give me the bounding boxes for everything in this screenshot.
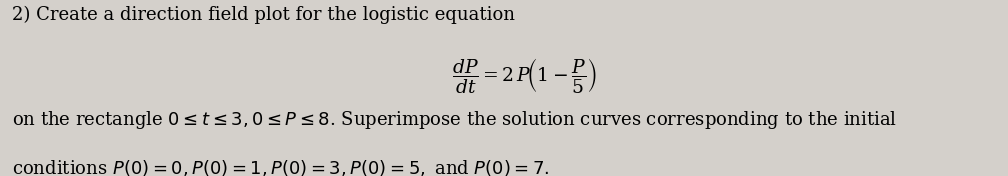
Text: on the rectangle $0 \leq t \leq 3, 0 \leq P \leq 8$. Superimpose the solution cu: on the rectangle $0 \leq t \leq 3, 0 \le…: [12, 109, 897, 131]
Text: 2) Create a direction field plot for the logistic equation: 2) Create a direction field plot for the…: [12, 5, 515, 24]
Text: $\dfrac{dP}{dt} = 2\,P\!\left(1 - \dfrac{P}{5}\right)$: $\dfrac{dP}{dt} = 2\,P\!\left(1 - \dfrac…: [452, 56, 597, 95]
Text: conditions $P(0) = 0, P(0) = 1, P(0) = 3, P(0) = 5,$ and $P(0) = 7.$: conditions $P(0) = 0, P(0) = 1, P(0) = 3…: [12, 158, 549, 176]
